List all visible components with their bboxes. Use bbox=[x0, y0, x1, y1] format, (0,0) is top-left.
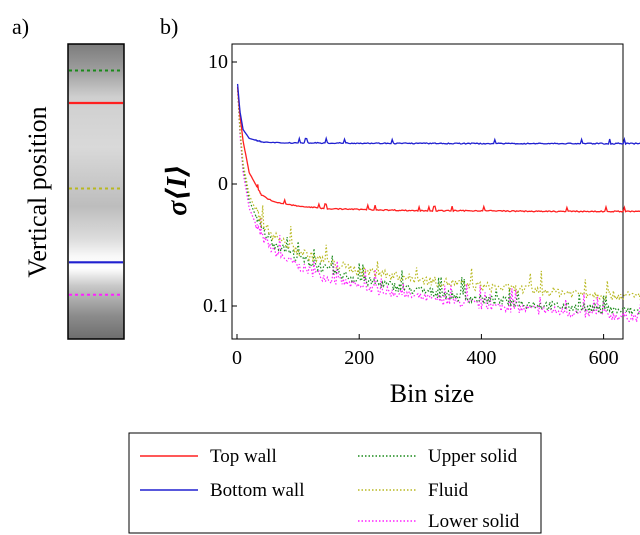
legend-box bbox=[128, 432, 542, 534]
legend-label-upper-solid: Upper solid bbox=[428, 446, 518, 467]
y-tick-label: 10 bbox=[208, 51, 228, 73]
plot-frame bbox=[231, 43, 624, 340]
x-tick-label: 0 bbox=[232, 347, 242, 369]
y-tick-label: 0.1 bbox=[203, 295, 228, 317]
panel-b: b) σ⟨I⟩ Bin size 02004006008001000 1000.… bbox=[160, 14, 640, 408]
y-tick-label: 0 bbox=[218, 173, 228, 195]
series-line-top-wall bbox=[236, 87, 640, 213]
series-line-lower-solid bbox=[237, 87, 640, 323]
legend-label-top-wall: Top wall bbox=[210, 446, 277, 467]
sample-column bbox=[67, 43, 125, 340]
x-tick-label: 600 bbox=[589, 347, 619, 369]
x-ticks: 02004006008001000 bbox=[232, 334, 619, 369]
legend-label-lower-solid: Lower solid bbox=[428, 511, 520, 532]
panel-a: a) Vertical position bbox=[12, 14, 125, 340]
plot-area bbox=[236, 83, 640, 323]
x-tick-label: 200 bbox=[344, 347, 374, 369]
panel-a-label: a) bbox=[12, 14, 29, 39]
column-markers bbox=[69, 69, 123, 296]
x-axis-label: Bin size bbox=[390, 379, 475, 408]
series-line-fluid bbox=[237, 87, 640, 303]
series-line-bottom-wall bbox=[236, 83, 640, 146]
legend-items: Top wall Bottom wall Upper solid Fluid Lower… bbox=[140, 446, 520, 532]
panel-b-label: b) bbox=[160, 14, 178, 39]
legend: Top wall Bottom wall Upper solid Fluid Lower… bbox=[128, 432, 542, 534]
legend-label-fluid: Fluid bbox=[428, 480, 469, 501]
x-tick-label: 400 bbox=[466, 347, 496, 369]
y-axis-label: σ⟨I⟩ bbox=[162, 164, 193, 216]
y-ticks: 10 0 0.1 bbox=[203, 51, 237, 317]
legend-label-bottom-wall: Bottom wall bbox=[210, 480, 304, 501]
panel-a-ylabel: Vertical position bbox=[23, 106, 52, 277]
